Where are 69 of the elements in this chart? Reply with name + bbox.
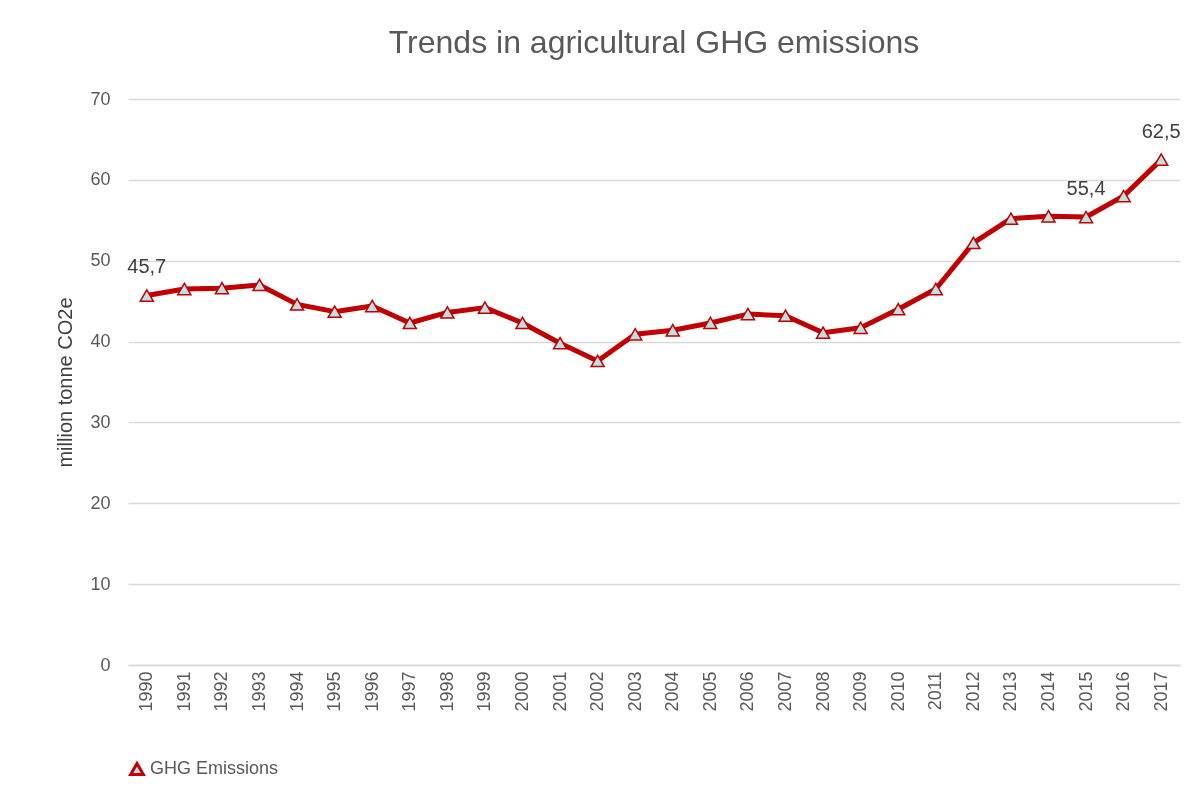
x-tick-label: 1994 — [286, 671, 307, 712]
point — [1003, 212, 1019, 226]
y-tick-label: 0 — [100, 654, 111, 675]
x-tick-label: 2012 — [962, 671, 983, 712]
x-tick-label: 2011 — [925, 671, 946, 711]
point — [552, 336, 568, 350]
point — [477, 301, 493, 315]
legend-label: GHG Emissions — [150, 758, 279, 778]
point — [177, 282, 192, 296]
point — [440, 306, 455, 319]
x-tick-label: 1991 — [173, 671, 194, 712]
x-tick-label: 2013 — [1000, 671, 1021, 712]
point — [139, 289, 155, 302]
x-tick-label: 1990 — [136, 671, 157, 712]
point — [740, 307, 756, 321]
point — [890, 302, 906, 316]
x-tick-label: 1993 — [249, 671, 269, 712]
point — [252, 278, 267, 292]
point — [1116, 189, 1131, 203]
data-label: 62,5 — [1141, 119, 1181, 142]
x-tick-label: 2009 — [850, 671, 871, 712]
x-tick-label: 1992 — [211, 671, 232, 712]
y-tick-label: 10 — [90, 573, 111, 594]
point — [966, 236, 981, 250]
x-tick-label: 2015 — [1075, 671, 1096, 712]
x-tick-label: 1999 — [474, 671, 495, 712]
x-tick-label: 2002 — [587, 671, 608, 712]
x-tick-label: 2008 — [812, 671, 833, 712]
y-tick-label: 70 — [90, 88, 111, 109]
point — [515, 316, 530, 330]
x-tick-label: 1998 — [436, 671, 457, 712]
x-tick-label: 2007 — [775, 671, 795, 712]
y-tick-label: 40 — [90, 331, 111, 352]
point — [815, 326, 831, 340]
point — [327, 305, 342, 319]
point — [364, 299, 380, 313]
x-tick-label: 2001 — [549, 671, 570, 712]
y-tick-label: 30 — [90, 411, 111, 432]
y-tick-label: 60 — [90, 169, 111, 190]
x-tick-label: 2006 — [737, 671, 758, 712]
point — [665, 323, 681, 337]
x-tick-label: 2005 — [699, 671, 720, 712]
x-tick-label: 1996 — [361, 671, 382, 712]
point — [1078, 210, 1094, 224]
chart-title: Trends in agricultural GHG emissions — [388, 24, 920, 60]
point — [214, 281, 230, 295]
data-label: 55,4 — [1066, 177, 1106, 200]
y-tick-label: 20 — [90, 492, 111, 513]
point — [1041, 209, 1056, 223]
y-axis-title: million tonne CO2e — [54, 297, 77, 468]
x-tick-label: 2016 — [1113, 671, 1134, 712]
x-tick-label: 2003 — [624, 671, 645, 712]
x-tick-label: 2014 — [1038, 671, 1058, 712]
x-tick-label: 1997 — [399, 671, 420, 712]
point — [703, 316, 718, 330]
x-tick-label: 2000 — [512, 671, 532, 712]
point — [853, 321, 868, 335]
point — [289, 297, 305, 311]
x-tick-label: 2017 — [1150, 671, 1171, 712]
y-tick-label: 50 — [90, 250, 111, 271]
x-tick-label: 2010 — [887, 671, 908, 712]
x-tick-label: 2004 — [662, 671, 683, 712]
data-label: 45,7 — [127, 255, 167, 278]
point — [928, 282, 944, 296]
x-tick-label: 1995 — [324, 671, 345, 712]
point — [1153, 153, 1169, 167]
point — [402, 316, 418, 330]
point — [590, 354, 605, 368]
point — [778, 309, 793, 323]
